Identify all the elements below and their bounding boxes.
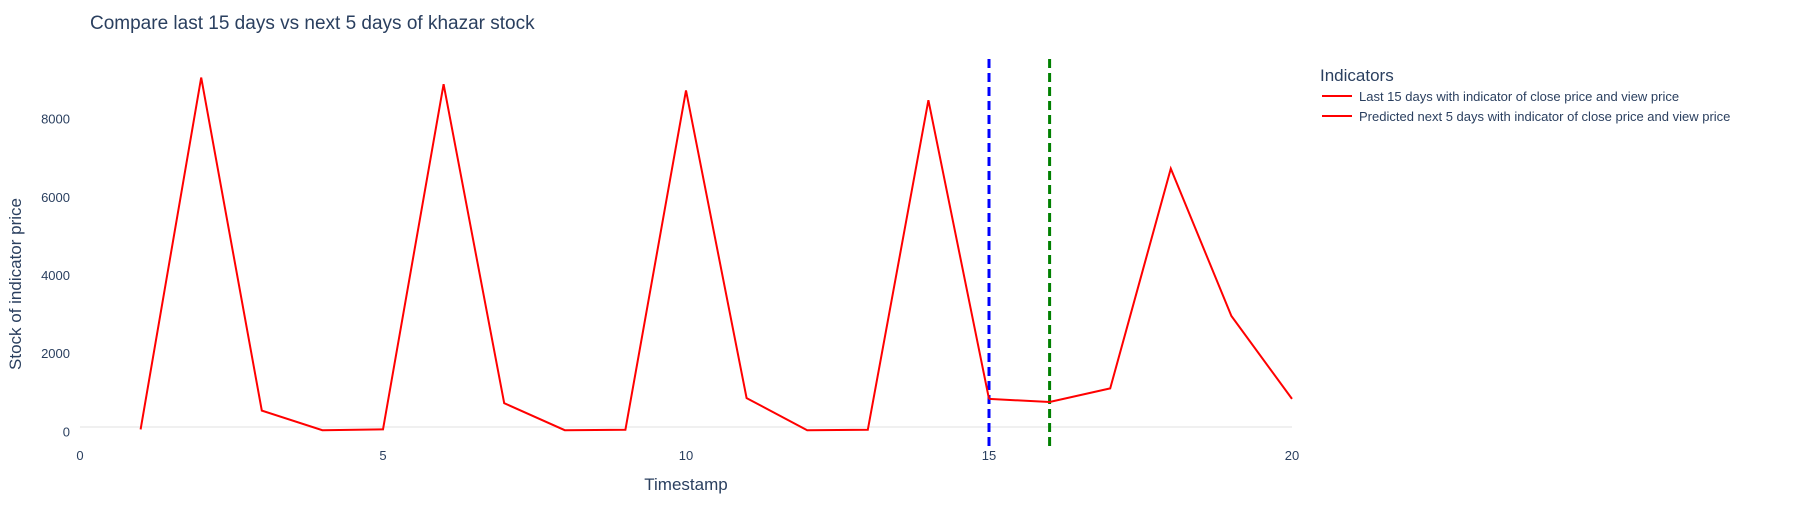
legend-label-2[interactable]: Predicted next 5 days with indicator of …	[1359, 109, 1730, 124]
y-tick-label: 6000	[41, 190, 70, 205]
chart-title: Compare last 15 days vs next 5 days of k…	[90, 13, 535, 34]
y-tick-label: 8000	[41, 112, 70, 127]
x-tick-label: 0	[76, 448, 83, 463]
legend-label-1[interactable]: Last 15 days with indicator of close pri…	[1359, 89, 1679, 104]
y-axis-title: Stock of indicator price	[6, 198, 25, 370]
x-tick-label: 20	[1285, 448, 1299, 463]
series-line-2	[988, 165, 1293, 404]
x-tick-label: 10	[679, 448, 693, 463]
x-axis-title: Timestamp	[644, 475, 727, 494]
legend-title: Indicators	[1320, 66, 1394, 85]
vertical-lines	[987, 59, 1052, 446]
series-line-1	[139, 77, 990, 432]
legend: Indicators Last 15 days with indicator o…	[1320, 66, 1730, 124]
y-ticks: 0 2000 4000 6000 8000	[41, 112, 70, 440]
x-tick-label: 5	[379, 448, 386, 463]
y-tick-label: 4000	[41, 268, 70, 283]
x-tick-label: 15	[982, 448, 996, 463]
series-group	[139, 77, 1293, 432]
x-ticks: 0 5 10 15 20	[76, 448, 1299, 463]
y-tick-label: 0	[63, 424, 70, 439]
y-tick-label: 2000	[41, 346, 70, 361]
